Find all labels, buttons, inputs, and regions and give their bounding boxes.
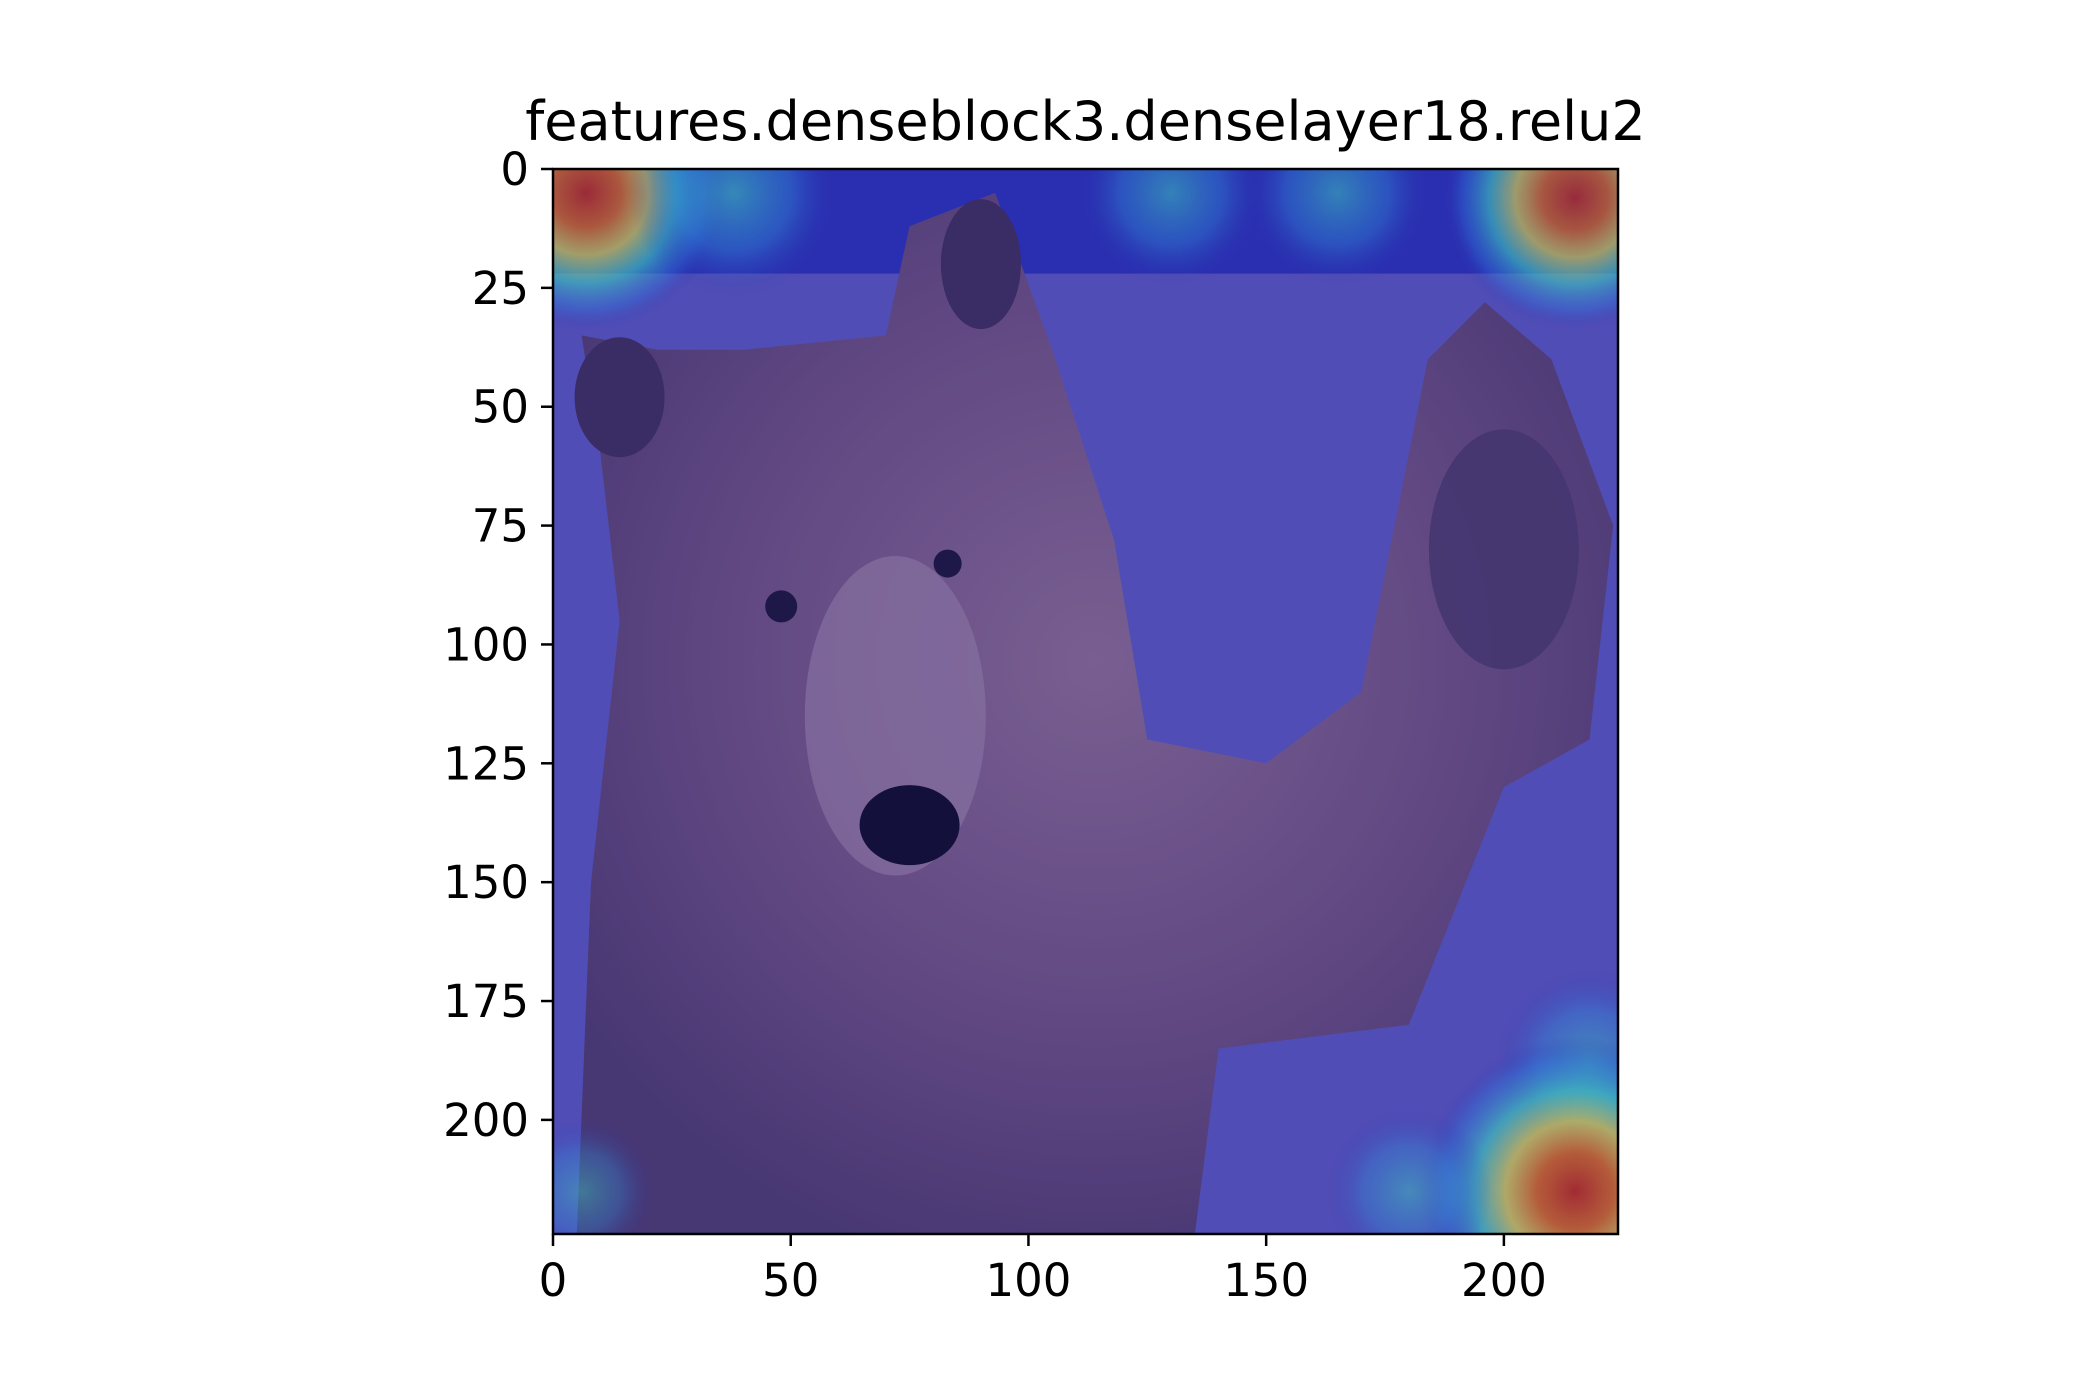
x-tick-label-200: 200	[1461, 1254, 1547, 1307]
y-tick-label-0: 0	[500, 143, 529, 196]
bear-nose	[859, 785, 960, 866]
y-tick-label-175: 175	[443, 975, 529, 1028]
bear-ear-right	[940, 199, 1021, 330]
y-tick-label-125: 125	[443, 737, 529, 790]
chart-title: features.denseblock3.denselayer18.relu2	[525, 90, 1645, 153]
bear-ear-left	[574, 337, 665, 458]
bear-eye-right	[933, 549, 962, 578]
x-tick-label-100: 100	[985, 1254, 1071, 1307]
x-tick-label-50: 50	[762, 1254, 819, 1307]
hotspot-3	[1243, 169, 1432, 288]
bear-eye-left	[765, 590, 798, 623]
y-tick-label-50: 50	[472, 381, 529, 434]
hotspot-1	[628, 169, 840, 299]
activation-hotspots	[553, 169, 1618, 1234]
y-tick-label-150: 150	[443, 856, 529, 909]
hotspot-2	[1076, 169, 1266, 288]
y-axis: 0 25 50 75 100 125 150 175 200	[443, 143, 553, 1147]
bear-body	[576, 192, 1614, 1234]
x-axis: 0 50 100 150 200	[539, 1234, 1547, 1307]
y-tick-label-25: 25	[472, 262, 529, 315]
heatmap-image	[553, 169, 1618, 1234]
y-tick-label-75: 75	[472, 500, 529, 553]
colormap-tint	[553, 169, 1618, 1234]
y-tick-label-100: 100	[443, 618, 529, 671]
bear-paw	[1428, 429, 1579, 670]
hotspot-7	[1325, 1107, 1493, 1234]
bear-shape	[574, 192, 1614, 1234]
plot-frame	[551, 167, 1620, 1236]
x-tick-label-150: 150	[1223, 1254, 1309, 1307]
y-tick-label-200: 200	[443, 1094, 529, 1147]
hotspot-8	[553, 1118, 655, 1234]
x-tick-label-0: 0	[539, 1254, 568, 1307]
hotspot-4	[1442, 169, 1618, 331]
